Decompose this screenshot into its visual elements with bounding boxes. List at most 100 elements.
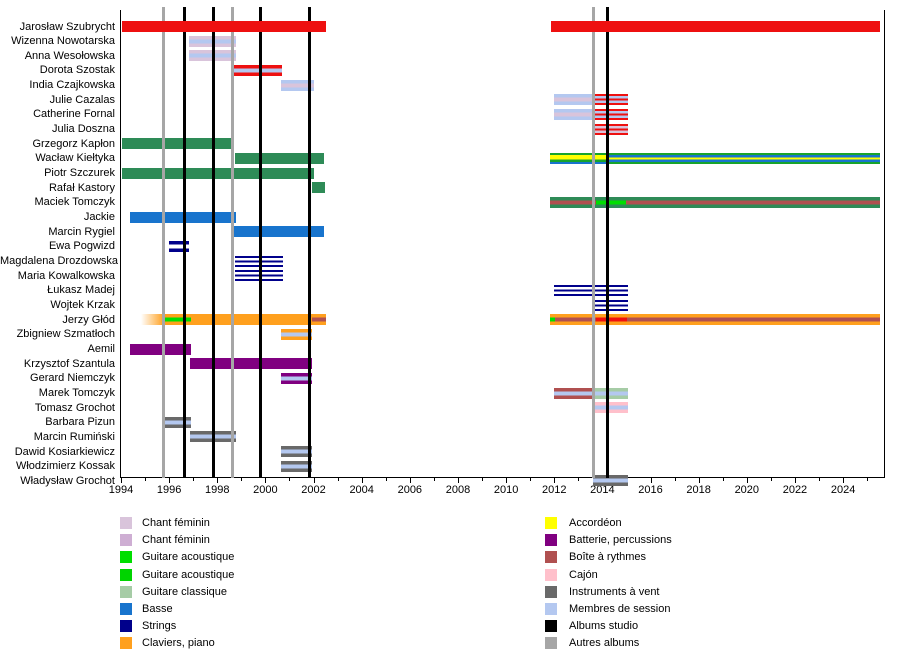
album-line-studio — [212, 7, 216, 478]
axis-tick — [409, 478, 411, 483]
member-name-label: Marek Tomczyk — [38, 387, 115, 399]
axis-year-label: 2010 — [493, 484, 519, 496]
timeline-bar — [593, 108, 628, 120]
axis-tick — [698, 478, 700, 483]
legend-swatch — [120, 603, 132, 615]
timeline-bar — [312, 182, 326, 194]
axis-tick — [674, 478, 676, 481]
timeline-bar — [191, 314, 313, 326]
timeline-bar — [122, 167, 315, 179]
axis-tick — [433, 478, 435, 481]
legend-label: Claviers, piano — [142, 637, 215, 650]
member-name-label: Dawid Kosiarkiewicz — [14, 445, 115, 458]
axis-tick — [193, 478, 195, 481]
member-name-label: Rafał Kastory — [48, 181, 115, 194]
axis-tick — [265, 478, 267, 483]
legend-label: Guitare acoustique — [142, 568, 235, 581]
axis-year-label: 1994 — [108, 484, 134, 496]
axis-year-label: 2016 — [638, 484, 663, 496]
timeline-bar — [129, 343, 192, 355]
member-name-label: Jackie — [83, 211, 115, 224]
member-name-label: Wojtek Krzak — [50, 299, 115, 312]
axis-year-label: 2024 — [830, 484, 856, 496]
timeline-bar — [593, 402, 628, 414]
legend-swatch — [120, 534, 132, 547]
axis-tick — [554, 478, 556, 483]
legend-label: Guitare acoustique — [142, 551, 235, 564]
axis-tick — [650, 478, 652, 483]
timeline-bar — [593, 299, 628, 311]
album-line-other — [162, 7, 166, 478]
legend-label: Guitare classique — [142, 585, 227, 598]
axis-tick — [746, 478, 748, 483]
member-name-label: Magdalena Drozdowska — [0, 255, 119, 268]
timeline-bar — [164, 314, 192, 326]
timeline-bar — [235, 255, 284, 267]
member-name-label: Aemil — [87, 343, 115, 356]
timeline-bar — [593, 387, 628, 399]
album-line-studio — [182, 7, 186, 478]
timeline-bar — [593, 94, 628, 106]
legend-swatch — [545, 620, 557, 633]
timeline-bar — [554, 314, 597, 326]
axis-tick — [867, 478, 869, 481]
timeline-bar — [554, 387, 594, 399]
timeline-bar — [122, 138, 234, 150]
timeline-bar — [189, 358, 313, 370]
member-name-label: Władysław Grochot — [20, 474, 115, 487]
legend-label: Chant féminin — [142, 534, 210, 547]
timeline-bar — [593, 475, 628, 487]
legend-swatch — [120, 585, 132, 598]
timeline-bar — [162, 416, 192, 428]
timeline-bar — [550, 21, 881, 32]
legend-swatch — [120, 620, 132, 633]
axis-year-label: 2022 — [782, 484, 808, 496]
member-name-label: Dorota Szostak — [39, 64, 115, 77]
axis-year-label: 2006 — [397, 484, 423, 496]
axis-tick — [794, 478, 796, 483]
timeline-bar — [554, 108, 594, 120]
timeline-bar — [550, 152, 608, 164]
axis-tick — [819, 478, 821, 481]
timeline-bar — [233, 226, 325, 238]
legend-label: Autres albums — [569, 637, 640, 650]
member-name-label: Maria Kowalkowska — [17, 269, 115, 282]
timeline-bar — [549, 314, 555, 326]
legend-swatch — [120, 517, 132, 529]
plot-area — [120, 7, 885, 487]
member-name-label: Łukasz Madej — [47, 284, 115, 297]
timeline-bar — [626, 196, 881, 208]
album-line-studio — [606, 7, 610, 478]
axis-tick — [482, 478, 484, 481]
legend-label: Cajón — [569, 568, 598, 581]
axis-tick — [337, 478, 339, 481]
legend-swatch — [120, 637, 132, 650]
legend-swatch — [545, 603, 557, 615]
timeline-bar — [627, 314, 881, 326]
member-name-label: Marcin Rumiński — [33, 430, 115, 443]
axis-year-label: 2018 — [686, 484, 711, 496]
legend-swatch — [120, 568, 132, 581]
axis-year-label: 2014 — [590, 484, 615, 496]
timeline-bar — [550, 196, 597, 208]
axis-year-label: 1998 — [205, 484, 230, 496]
legend-swatch — [120, 551, 132, 564]
legend-label: Strings — [142, 620, 177, 633]
member-name-label: India Czajkowska — [29, 79, 115, 92]
timeline-bar — [168, 240, 189, 252]
axis-year-label: 2008 — [445, 484, 471, 496]
axis-tick — [722, 478, 724, 481]
axis-tick — [313, 478, 315, 483]
axis-year-label: 2004 — [349, 484, 374, 496]
member-name-label: Grzegorz Kapłon — [32, 137, 115, 150]
timeline-bar — [141, 314, 165, 326]
axis-year-label: 2000 — [253, 484, 278, 496]
member-name-label: Tomasz Grochot — [34, 401, 115, 414]
legend-label: Batterie, percussions — [569, 534, 672, 547]
timeline-bar — [596, 314, 628, 326]
legend-label: Instruments à vent — [569, 585, 660, 598]
legend-label: Chant féminin — [142, 517, 210, 529]
axis-tick — [217, 478, 219, 483]
timeline-bar — [280, 460, 313, 472]
legend-label: Membres de session — [569, 603, 671, 615]
